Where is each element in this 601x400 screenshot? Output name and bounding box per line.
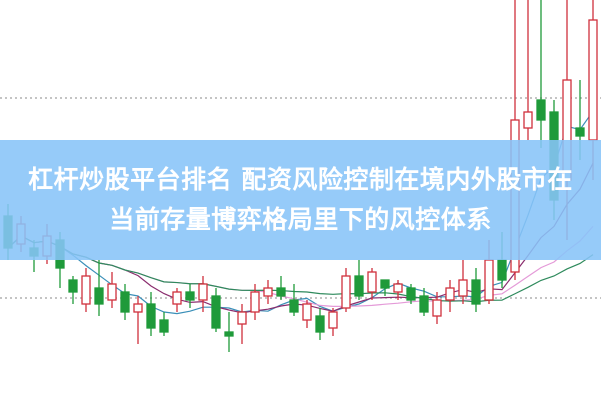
candle-down xyxy=(315,315,325,333)
candle-down xyxy=(289,299,299,313)
candle-up xyxy=(393,283,403,293)
candle-up xyxy=(133,303,143,313)
candle-down xyxy=(185,291,195,301)
ma30-line xyxy=(7,235,594,303)
candle-down xyxy=(68,279,78,293)
candle-down xyxy=(380,279,390,289)
title-banner: 杠杆炒股平台排名 配资风险控制在境内外股市在 当前存量博弈格局里下的风控体系 xyxy=(0,140,601,260)
candle-up xyxy=(302,303,312,321)
candle-down xyxy=(575,127,585,137)
candle-down xyxy=(497,259,507,281)
candle-up xyxy=(328,311,338,329)
candle-up xyxy=(263,287,273,297)
candle-down xyxy=(536,99,546,121)
ma5-line xyxy=(7,110,594,315)
candle-up xyxy=(172,291,182,305)
title-line-2: 当前存量博弈格局里下的风控体系 xyxy=(109,205,492,234)
candle-down xyxy=(146,303,156,329)
title-line-1: 杠杆炒股平台排名 配资风险控制在境内外股市在 xyxy=(28,165,573,194)
candle-up xyxy=(250,291,260,313)
candle-up xyxy=(341,275,351,309)
candle-up xyxy=(445,287,455,301)
candle-up xyxy=(367,271,377,293)
candle-up xyxy=(588,19,598,141)
candle-down xyxy=(94,287,104,305)
candle-up xyxy=(484,259,494,301)
candle-down xyxy=(120,291,130,313)
candle-up xyxy=(523,111,533,129)
candle-up xyxy=(237,311,247,325)
candle-up xyxy=(107,283,117,301)
candle-up xyxy=(81,275,91,305)
candle-down xyxy=(419,295,429,313)
candle-down xyxy=(354,275,364,297)
candle-down xyxy=(406,287,416,301)
candle-down xyxy=(159,319,169,333)
candle-down xyxy=(211,295,221,329)
candle-down xyxy=(276,287,286,297)
candle-down xyxy=(224,331,234,337)
candle-up xyxy=(198,283,208,301)
candle-up xyxy=(458,279,468,297)
candle-up xyxy=(432,299,442,317)
candle-down xyxy=(471,279,481,305)
